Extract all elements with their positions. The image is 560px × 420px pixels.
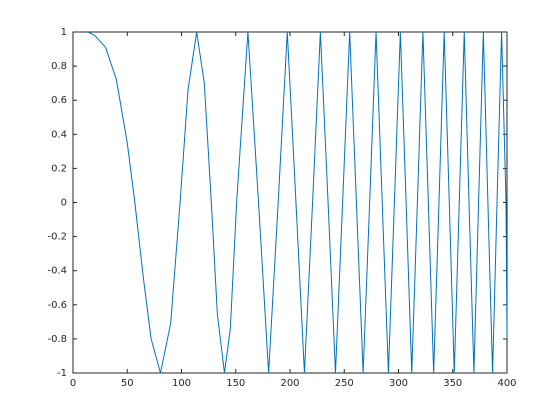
x-tick-label: 400	[497, 378, 516, 389]
x-tick-label: 350	[443, 378, 462, 389]
y-tick-label: -1	[57, 368, 67, 379]
y-tick-label: -0.4	[47, 266, 67, 277]
y-tick-label: -0.6	[47, 300, 67, 311]
y-tick-label: 1	[61, 27, 67, 38]
y-tick-label: 0.6	[51, 95, 67, 106]
y-tick-label: 0.4	[51, 129, 67, 140]
x-tick-label: 0	[70, 378, 76, 389]
y-tick-label: -0.8	[47, 334, 67, 345]
line-series	[87, 31, 508, 374]
x-tick-label: 150	[226, 378, 245, 389]
y-tick-label: 0.8	[51, 61, 67, 72]
x-tick-label: 50	[121, 378, 134, 389]
y-tick-label: 0.2	[51, 163, 67, 174]
x-tick-label: 100	[172, 378, 191, 389]
x-tick-label: 300	[389, 378, 408, 389]
y-tick-label: -0.2	[47, 232, 67, 243]
x-tick-label: 200	[280, 378, 299, 389]
y-tick-label: 0	[61, 198, 67, 209]
x-tick-label: 250	[335, 378, 354, 389]
